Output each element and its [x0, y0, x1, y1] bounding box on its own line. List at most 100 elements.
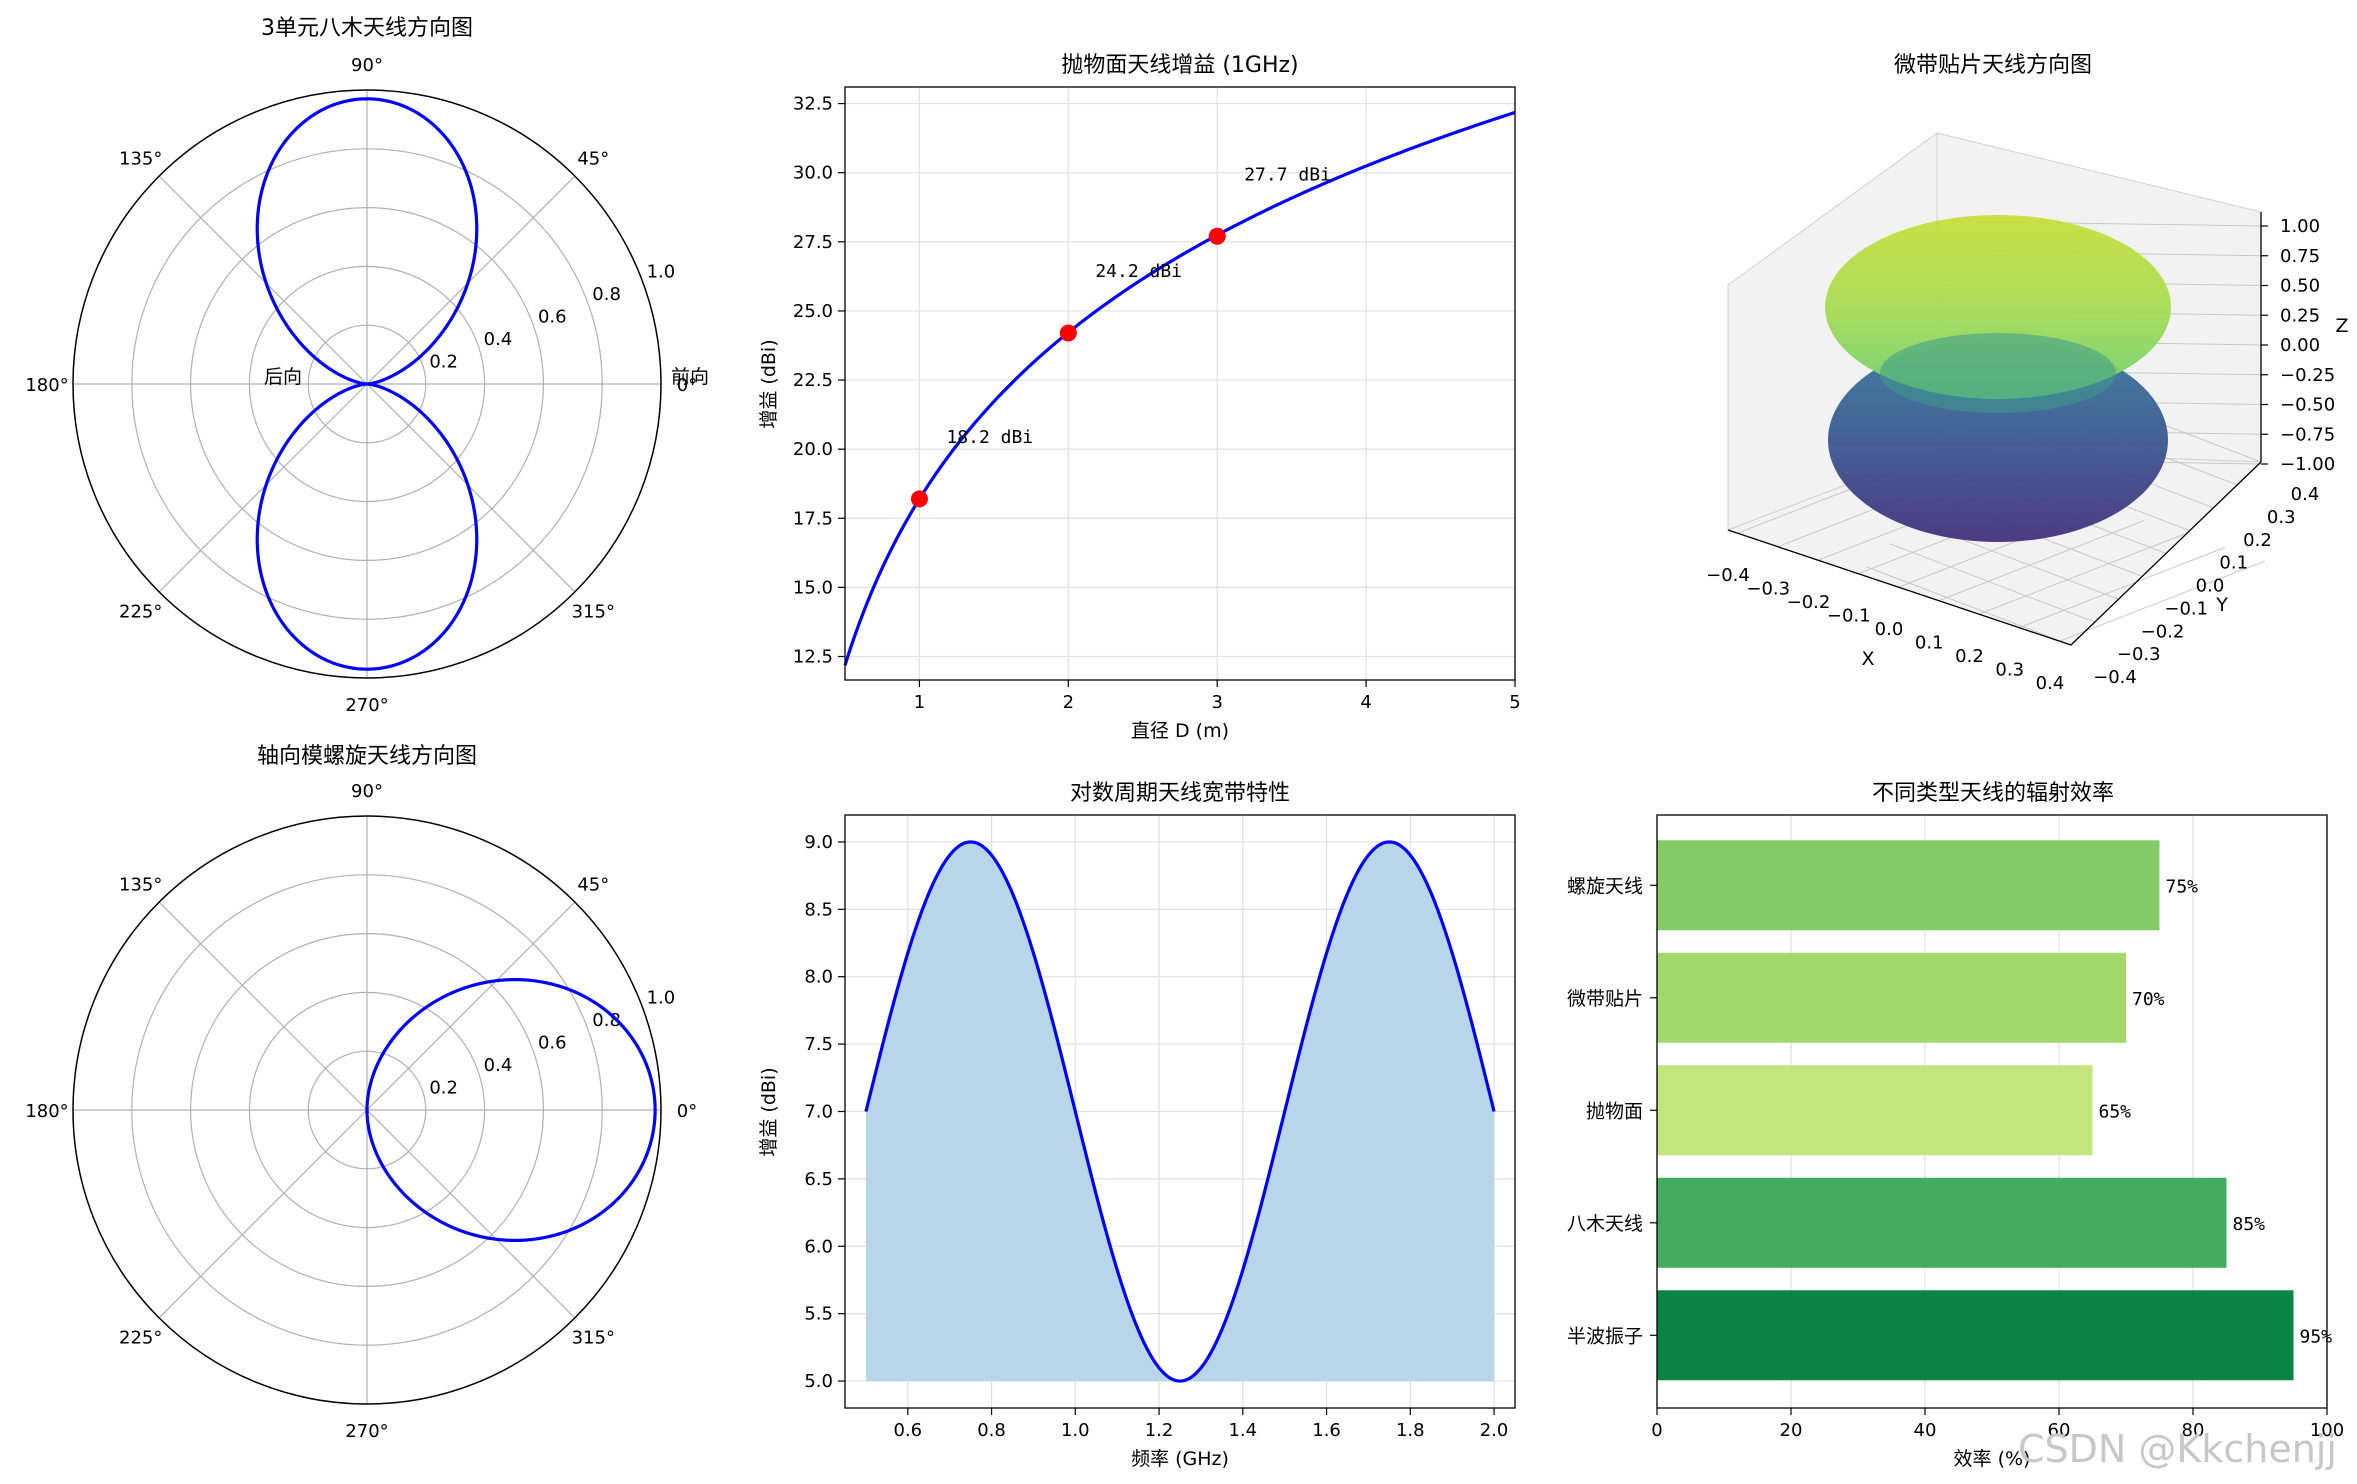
ytick-label-6.0: 6.0 — [804, 1236, 833, 1257]
ytick-label-8.5: 8.5 — [804, 899, 833, 920]
angle-label-0: 0° — [677, 1101, 697, 1122]
xtick-label-0.6: 0.6 — [893, 1420, 922, 1441]
ytick-label-12.5: 12.5 — [793, 647, 833, 668]
angle-label-135: 135° — [119, 875, 162, 896]
gain-marker-1m — [910, 490, 928, 508]
logperiodic-xlabel: 频率 (GHz) — [1131, 1448, 1229, 1470]
ytick-label-17.5: 17.5 — [793, 508, 833, 529]
angle-spoke-225 — [158, 383, 368, 593]
ytick-label-20: 20.0 — [793, 439, 833, 460]
xtick-label-4: 4 — [1360, 692, 1371, 713]
category-label-八木天线: 八木天线 — [1567, 1213, 1643, 1235]
ytick-label-8: 0.4 — [2291, 484, 2320, 505]
patch3d-zlabel: Z — [2335, 315, 2348, 337]
bar-value-八木天线: 85% — [2233, 1214, 2266, 1235]
x-axis-line — [1727, 529, 2072, 646]
yagi-polar-panel: 3单元八木天线方向图 0°45°90°135°180°225°270°315°0… — [25, 16, 709, 716]
xtick-label-5: 0.1 — [1915, 633, 1944, 654]
angle-label-315: 315° — [572, 601, 615, 622]
radial-label-0.2: 0.2 — [429, 1077, 458, 1098]
ytick-label-2: −0.2 — [2141, 621, 2185, 642]
gain-annotation-1m: 18.2 dBi — [946, 427, 1033, 448]
bar-value-微带贴片: 70% — [2132, 989, 2165, 1010]
gain-marker-3m — [1208, 227, 1226, 245]
parabolic-markers: 18.2 dBi 24.2 dBi 27.7 dBi — [910, 164, 1331, 508]
ytick-label-3: −0.1 — [2164, 598, 2208, 619]
yagi-pattern-line — [255, 97, 479, 671]
logperiodic-ylabel: 增益 (dBi) — [758, 1067, 780, 1156]
bar-微带贴片 — [1657, 952, 2126, 1043]
ytick-label-32.5: 32.5 — [793, 94, 833, 115]
helix-tick-labels: 0°45°90°135°180°225°270°315°0.20.40.60.8… — [25, 781, 697, 1442]
ytick-label-6.5: 6.5 — [804, 1169, 833, 1190]
helix-polar-panel: 轴向模螺旋天线方向图 0° 45° 90° 135° 180° 225° 270° 315° 0… — [25, 744, 697, 1442]
radial-label-0.6: 0.6 — [538, 1032, 567, 1053]
category-label-半波振子: 半波振子 — [1567, 1325, 1643, 1347]
yagi-front-label: 前向 — [671, 366, 709, 388]
angle-label-45: 45° — [577, 149, 609, 170]
xtick-label-1.2: 1.2 — [1145, 1420, 1174, 1441]
efficiency-xlabel: 效率 (%) — [1954, 1448, 2031, 1470]
ytick-label-15: 15.0 — [793, 577, 833, 598]
angle-spoke-225 — [158, 1109, 368, 1319]
patch3d-xlabel: X — [1861, 648, 1874, 670]
ytick-label-7.5: 7.5 — [804, 1034, 833, 1055]
ygrid-1 — [1889, 543, 2095, 623]
xtick-label-1.0: 1.0 — [1061, 1420, 1090, 1441]
bar-value-半波振子: 95% — [2300, 1326, 2333, 1347]
helix-grid — [72, 815, 662, 1405]
parabolic-xlabel: 直径 D (m) — [1131, 720, 1229, 742]
angle-spoke-135 — [158, 175, 368, 385]
category-label-螺旋天线: 螺旋天线 — [1567, 875, 1643, 897]
bar-value-抛物面: 65% — [2099, 1101, 2132, 1122]
angle-label-135: 135° — [119, 149, 162, 170]
xtick-label-0: −0.4 — [1706, 565, 1750, 586]
parabolic-grid — [845, 87, 1516, 680]
parabolic-gain-line — [843, 110, 1516, 666]
category-label-抛物面: 抛物面 — [1586, 1100, 1643, 1122]
angle-label-0: 0° — [677, 375, 697, 396]
angle-spoke-315 — [366, 1109, 576, 1319]
radial-label-0.6: 0.6 — [538, 306, 567, 327]
logperiodic-panel: 对数周期天线宽带特性 0.6 0.8 1.0 1.2 1.4 1.6 1.8 2.0 5.0 5.… — [758, 781, 1516, 1470]
patch3d-panel: 微带贴片天线方向图 1.00 0.75 0.50 0.25 0.00 −0.25 −0.50… — [1706, 53, 2348, 694]
helix-pattern-line — [365, 977, 657, 1243]
parabolic-tick-labels: 1 2 3 4 5 12.5 15.0 17.5 20.0 22.5 25.0 27.5 30.0 32.… — [793, 94, 1521, 713]
bar-value-螺旋天线: 75% — [2166, 876, 2199, 897]
xgrid-7 — [2019, 547, 2225, 628]
ytick-label-9.0: 9.0 — [804, 832, 833, 853]
xgrid-5 — [1939, 520, 2145, 601]
patch3d-tick-labels: 1.00 0.75 0.50 0.25 0.00 −0.25 −0.50 −0.75 −1.00… — [1706, 212, 2335, 694]
xgrid-8 — [2059, 560, 2266, 642]
ztick-label-3: 0.25 — [2280, 305, 2320, 326]
bar-半波振子 — [1657, 1290, 2294, 1381]
xtick-label-8: 0.4 — [2036, 673, 2065, 694]
bar-八木天线 — [1657, 1177, 2227, 1268]
xtick-label-20: 20 — [1780, 1420, 1803, 1441]
gain-annotation-3m: 27.7 dBi — [1244, 164, 1331, 185]
ztick-label-0: 1.00 — [2280, 216, 2320, 237]
ygrid-0 — [1866, 566, 2072, 646]
patch3d-lobe-neck — [1880, 333, 2116, 413]
polar-outline — [72, 89, 662, 679]
ytick-label-1: −0.3 — [2117, 644, 2161, 665]
ytick-label-6: 0.2 — [2243, 530, 2272, 551]
y-axis-line — [2070, 461, 2262, 646]
xtick-label-3: −0.1 — [1827, 606, 1871, 627]
yagi-back-label: 后向 — [264, 366, 302, 388]
gain-marker-2m — [1059, 324, 1077, 342]
angle-label-90: 90° — [351, 55, 383, 76]
yagi-grid — [72, 89, 662, 679]
xtick-label-2.0: 2.0 — [1480, 1420, 1509, 1441]
yagi-title: 3单元八木天线方向图 — [261, 16, 473, 41]
xtick-label-1.8: 1.8 — [1396, 1420, 1425, 1441]
radial-label-1.0: 1.0 — [647, 261, 676, 282]
angle-label-180: 180° — [25, 1101, 68, 1122]
ztick-label-5: −0.25 — [2280, 365, 2335, 386]
xtick-label-5: 5 — [1509, 692, 1520, 713]
ytick-label-30: 30.0 — [793, 163, 833, 184]
radial-label-0.8: 0.8 — [592, 284, 621, 305]
angle-spoke-45 — [366, 175, 576, 385]
